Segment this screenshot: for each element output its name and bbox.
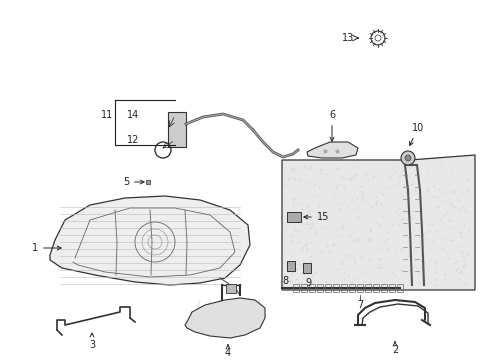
Bar bbox=[286, 212, 301, 222]
Bar bbox=[292, 284, 298, 292]
Text: 13: 13 bbox=[341, 33, 353, 43]
Circle shape bbox=[404, 155, 410, 161]
Polygon shape bbox=[184, 298, 264, 338]
Text: 1: 1 bbox=[32, 243, 61, 253]
Bar bbox=[356, 284, 362, 292]
Text: 9: 9 bbox=[305, 278, 310, 288]
Bar bbox=[308, 284, 314, 292]
Polygon shape bbox=[282, 155, 474, 290]
Text: 12: 12 bbox=[126, 135, 139, 145]
Polygon shape bbox=[50, 196, 249, 285]
Bar bbox=[332, 284, 338, 292]
Circle shape bbox=[400, 151, 414, 165]
Bar bbox=[340, 284, 346, 292]
Bar bbox=[364, 284, 370, 292]
Bar bbox=[168, 112, 185, 147]
Text: 15: 15 bbox=[303, 212, 328, 222]
Text: 5: 5 bbox=[122, 177, 144, 187]
Text: 10: 10 bbox=[409, 123, 423, 145]
Polygon shape bbox=[306, 142, 357, 158]
Bar bbox=[301, 284, 306, 292]
Bar bbox=[225, 284, 236, 293]
Text: 8: 8 bbox=[282, 276, 287, 286]
Bar bbox=[325, 284, 330, 292]
Bar bbox=[372, 284, 378, 292]
Bar bbox=[316, 284, 323, 292]
Text: 6: 6 bbox=[328, 110, 334, 141]
Bar bbox=[380, 284, 386, 292]
Bar bbox=[286, 261, 294, 271]
Text: 14: 14 bbox=[126, 110, 139, 120]
Text: 7: 7 bbox=[356, 300, 363, 310]
Bar bbox=[303, 263, 310, 273]
Text: 4: 4 bbox=[224, 345, 231, 358]
Bar bbox=[388, 284, 394, 292]
Bar bbox=[396, 284, 402, 292]
Text: 11: 11 bbox=[101, 110, 113, 120]
Bar bbox=[348, 284, 354, 292]
Text: 3: 3 bbox=[89, 333, 95, 350]
Text: 2: 2 bbox=[391, 342, 397, 355]
